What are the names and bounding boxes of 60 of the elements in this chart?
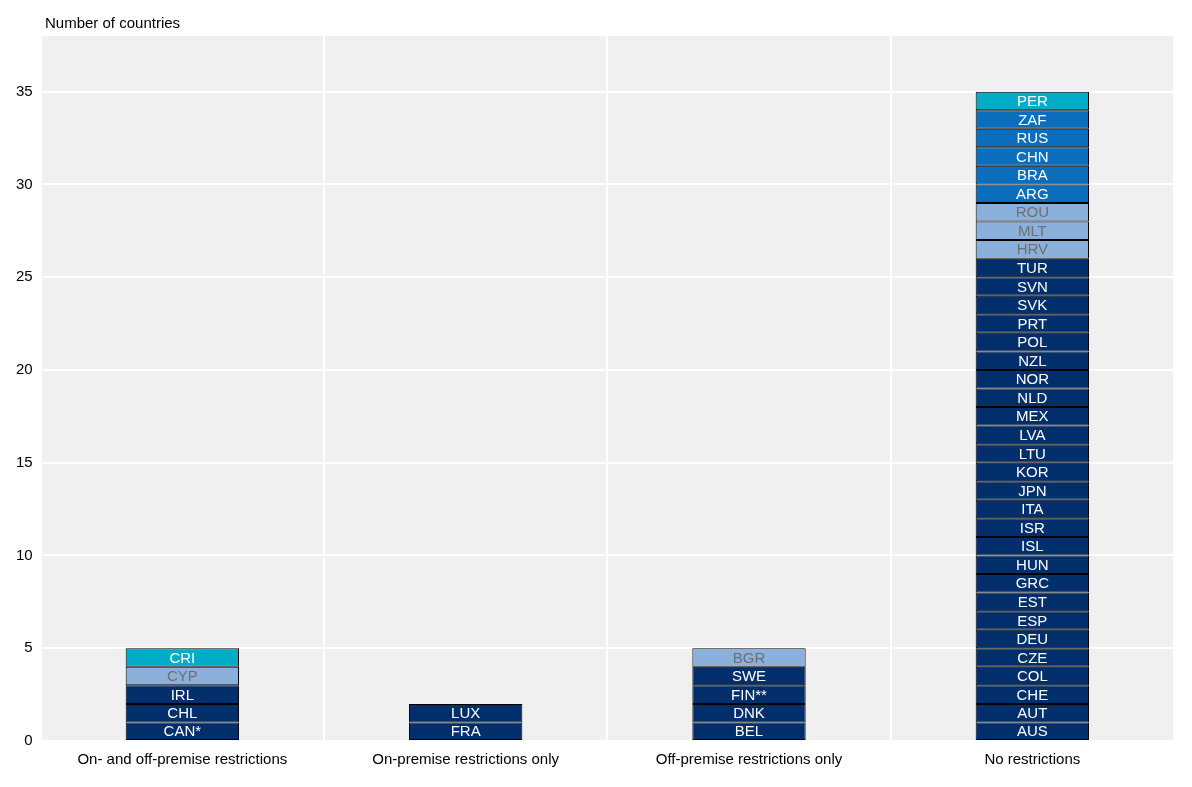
data-label: LUX <box>451 704 481 722</box>
data-label: RUS <box>1016 129 1049 147</box>
data-label: ISL <box>1021 537 1044 555</box>
data-label: POL <box>1017 333 1048 351</box>
data-label: LTU <box>1018 444 1046 462</box>
data-label: KOR <box>1016 463 1049 481</box>
x-tick-label: Off-premise restrictions only <box>655 750 843 768</box>
data-label: ITA <box>1021 500 1044 518</box>
y-tick-label: 15 <box>16 452 33 470</box>
data-label: LVA <box>1019 426 1046 444</box>
y-tick-label: 30 <box>16 174 33 192</box>
data-label: CHN <box>1016 147 1049 165</box>
y-tick-label: 5 <box>24 638 33 656</box>
data-label: NOR <box>1015 370 1050 388</box>
data-label: BGR <box>732 648 766 666</box>
data-label: JPN <box>1018 481 1047 499</box>
data-label: NLD <box>1017 388 1048 406</box>
y-tick-label: 25 <box>16 267 33 285</box>
y-axis-title: Number of countries <box>45 14 181 32</box>
y-tick-label: 20 <box>16 360 33 378</box>
data-label: HRV <box>1016 240 1049 258</box>
data-label: HUN <box>1016 555 1049 573</box>
data-label: GRC <box>1015 574 1050 592</box>
data-label: CRI <box>169 648 196 666</box>
data-label: CYP <box>166 667 198 685</box>
data-label: ESP <box>1017 611 1048 629</box>
data-label: PRT <box>1017 314 1048 332</box>
data-label: TUR <box>1016 259 1048 277</box>
data-label: CHE <box>1016 685 1049 703</box>
data-label: ARG <box>1016 184 1049 202</box>
data-label: COL <box>1016 667 1048 685</box>
data-label: ROU <box>1015 203 1050 221</box>
data-label: NZL <box>1018 351 1047 369</box>
data-label: ZAF <box>1018 110 1047 128</box>
data-label: SVN <box>1016 277 1048 295</box>
data-label: BRA <box>1016 166 1048 184</box>
data-label: MLT <box>1017 221 1047 239</box>
y-tick-label: 0 <box>24 731 33 749</box>
data-label: SWE <box>731 667 767 685</box>
x-tick-label: No restrictions <box>984 750 1081 768</box>
data-label: FIN** <box>731 685 768 703</box>
data-label: PER <box>1016 92 1048 110</box>
data-label: DNK <box>733 704 765 722</box>
data-label: CHL <box>167 704 198 722</box>
data-label: ISR <box>1019 518 1045 536</box>
data-label: FRA <box>450 722 481 740</box>
data-label: AUT <box>1017 704 1048 722</box>
x-tick-label: On- and off-premise restrictions <box>77 750 288 768</box>
y-tick-label: 35 <box>16 81 33 99</box>
data-label: DEU <box>1016 630 1049 648</box>
y-tick-label: 10 <box>16 545 33 563</box>
data-label: MEX <box>1016 407 1049 425</box>
x-tick-label: On-premise restrictions only <box>372 750 560 768</box>
data-label: IRL <box>170 685 195 703</box>
data-label: SVK <box>1017 296 1048 314</box>
data-label: CZE <box>1017 648 1048 666</box>
data-label: EST <box>1017 593 1047 610</box>
data-label: CAN* <box>163 722 202 740</box>
data-label: BEL <box>734 722 764 740</box>
data-label: AUS <box>1016 722 1048 740</box>
